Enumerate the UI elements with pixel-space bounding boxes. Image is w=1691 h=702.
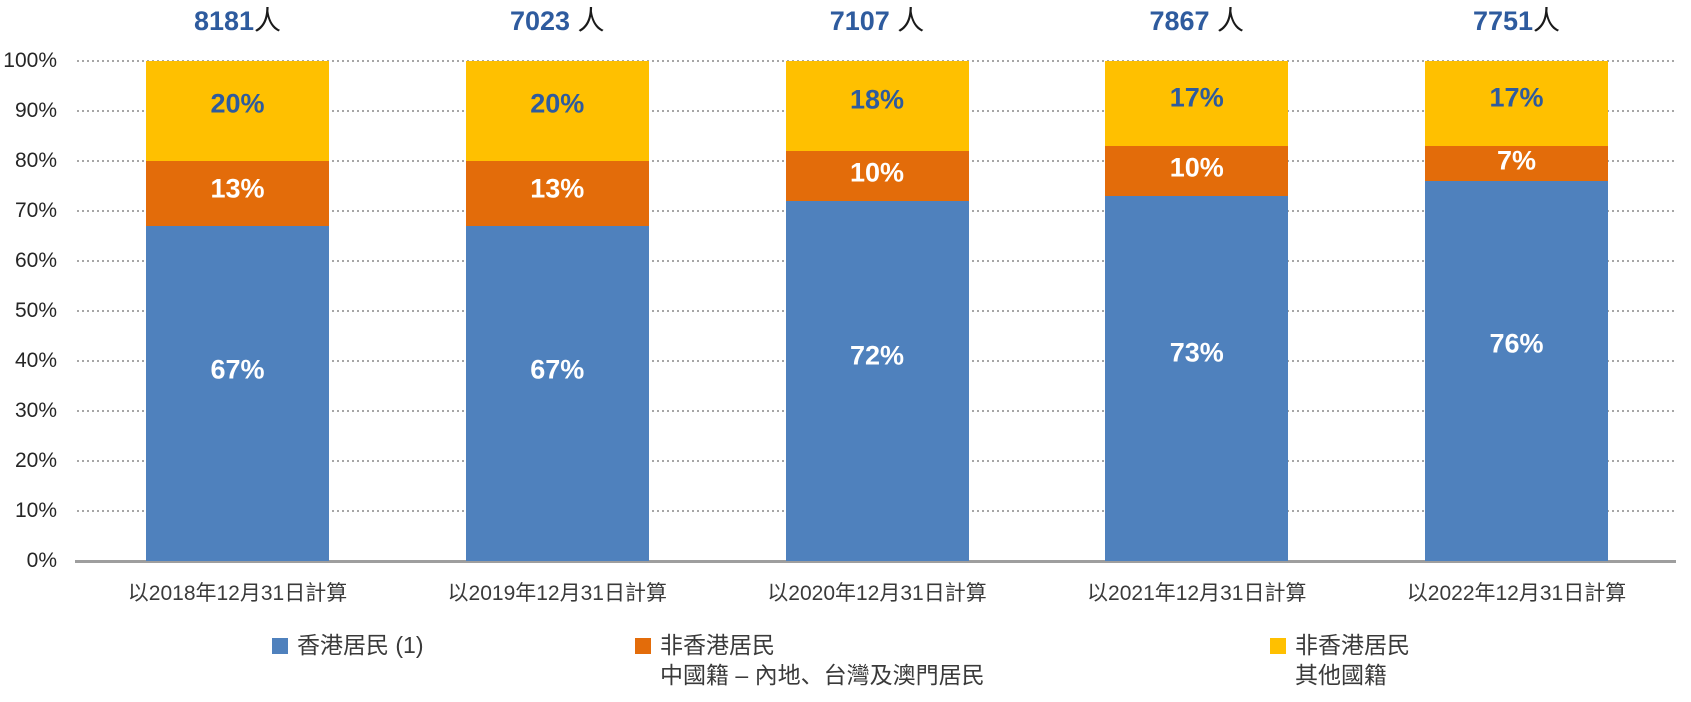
y-axis-tick-60pct: 60% <box>14 249 57 272</box>
segment-non-hk-other-2020 <box>785 61 969 151</box>
legend-label-non-hk-chinese: 非香港居民中國籍 – 內地、台灣及澳門居民 <box>660 630 985 690</box>
segment-non-hk-chinese-2018 <box>146 161 329 226</box>
total-label-2019: 7023 人 <box>397 5 717 37</box>
y-axis-tick-70pct: 70% <box>14 199 57 222</box>
total-value-2021: 7867 <box>1149 6 1210 36</box>
x-axis-label-2019: 以2019年12月31日計算 <box>447 582 667 605</box>
y-axis-tick-10pct: 10% <box>14 499 57 522</box>
segment-label-hk-residents-2021: 73% <box>1169 337 1224 368</box>
bar-group-2018: 67% 13% 20% <box>146 61 329 561</box>
total-label-2020: 7107 人 <box>717 5 1037 37</box>
legend-swatch-non-hk-chinese-icon <box>635 638 651 654</box>
legend-item-non-hk-other: 非香港居民 其他國籍 <box>1270 630 1410 690</box>
total-value-2019: 7023 <box>509 6 571 36</box>
bar-group-2020: 72% 10% 18% <box>785 61 969 561</box>
legend-label-non-hk-other: 非香港居民 其他國籍 <box>1295 630 1410 690</box>
segment-non-hk-chinese-2021 <box>1105 146 1289 196</box>
total-unit-2019: 人 <box>570 6 605 36</box>
segment-non-hk-other-2019 <box>465 61 649 161</box>
x-axis-line <box>75 560 1676 563</box>
segment-label-hk-residents-2022: 76% <box>1489 328 1544 359</box>
legend-label-line: 香港居民 (1) <box>297 632 424 658</box>
total-unit-2021: 人 <box>1209 6 1245 36</box>
y-axis-tick-80pct: 80% <box>14 149 57 172</box>
x-axis-label-2020: 以2020年12月31日計算 <box>767 582 987 605</box>
segment-label-non-hk-chinese-2019: 13% <box>530 173 585 204</box>
total-unit-2018: 人 <box>254 6 282 36</box>
bar-group-2019: 67% 13% 20% <box>465 61 649 561</box>
legend-swatch-hk-residents-icon <box>272 638 288 654</box>
y-axis-tick-30pct: 30% <box>14 399 57 422</box>
total-unit-2020: 人 <box>889 6 925 36</box>
segment-label-non-hk-chinese-2022: 7% <box>1496 145 1537 176</box>
segment-non-hk-chinese-2019 <box>465 161 649 226</box>
legend-label-line: 非香港居民 <box>1295 632 1410 658</box>
y-axis-tick-0pct: 0% <box>26 549 57 572</box>
segment-hk-residents-2021 <box>1105 196 1289 561</box>
x-axis-label-2022: 以2022年12月31日計算 <box>1406 582 1627 605</box>
segment-non-hk-chinese-2022 <box>1425 146 1608 181</box>
segment-label-non-hk-chinese-2020: 10% <box>849 157 905 187</box>
segment-label-non-hk-other-2019: 20% <box>530 88 585 119</box>
bar-group-2022: 76% 7% 17% <box>1425 61 1608 561</box>
segment-hk-residents-2020 <box>785 201 969 561</box>
y-axis-tick-100pct: 100% <box>3 49 57 72</box>
segment-label-non-hk-other-2022: 17% <box>1489 82 1544 113</box>
y-axis-tick-90pct: 90% <box>14 99 57 122</box>
total-unit-2022: 人 <box>1533 6 1561 36</box>
segment-non-hk-other-2022 <box>1425 61 1608 146</box>
total-label-2022: 7751人 <box>1357 5 1677 37</box>
legend-label-line: 中國籍 – 內地、台灣及澳門居民 <box>660 662 985 688</box>
segment-label-non-hk-other-2021: 17% <box>1169 82 1224 113</box>
segment-label-hk-residents-2020: 72% <box>849 340 905 371</box>
total-label-2021: 7867 人 <box>1037 5 1357 37</box>
y-axis-tick-50pct: 50% <box>14 299 57 322</box>
x-axis-label-2018: 以2018年12月31日計算 <box>127 582 348 605</box>
x-axis-label-2021: 以2021年12月31日計算 <box>1087 582 1307 605</box>
segment-label-hk-residents-2018: 67% <box>210 354 265 385</box>
segment-non-hk-other-2018 <box>146 61 329 161</box>
total-label-2018: 8181人 <box>78 5 398 37</box>
bar-group-2021: 73% 10% 17% <box>1105 61 1289 561</box>
legend-item-hk-residents: 香港居民 (1) <box>272 630 424 660</box>
legend-swatch-non-hk-other-icon <box>1270 638 1286 654</box>
segment-label-hk-residents-2019: 67% <box>530 354 585 385</box>
segment-non-hk-other-2021 <box>1105 61 1289 146</box>
segment-hk-residents-2019 <box>465 226 649 561</box>
segment-label-non-hk-other-2018: 20% <box>210 88 265 119</box>
y-axis-tick-40pct: 40% <box>14 349 57 372</box>
legend-item-non-hk-chinese: 非香港居民中國籍 – 內地、台灣及澳門居民 <box>635 630 985 690</box>
segment-hk-residents-2018 <box>146 226 329 561</box>
segment-label-non-hk-other-2020: 18% <box>849 84 905 115</box>
total-value-2022: 7751 <box>1472 6 1534 36</box>
total-value-2018: 8181 <box>193 6 255 36</box>
legend-label-hk-residents: 香港居民 (1) <box>297 630 424 660</box>
y-axis-tick-20pct: 20% <box>14 449 57 472</box>
legend-label-line: 其他國籍 <box>1295 662 1387 688</box>
segment-hk-residents-2022 <box>1425 181 1608 561</box>
segment-label-non-hk-chinese-2021: 10% <box>1169 152 1224 182</box>
legend-label-line: 非香港居民 <box>660 632 775 658</box>
segment-non-hk-chinese-2020 <box>785 151 969 201</box>
segment-label-non-hk-chinese-2018: 13% <box>210 173 265 204</box>
total-value-2020: 7107 <box>829 6 890 36</box>
